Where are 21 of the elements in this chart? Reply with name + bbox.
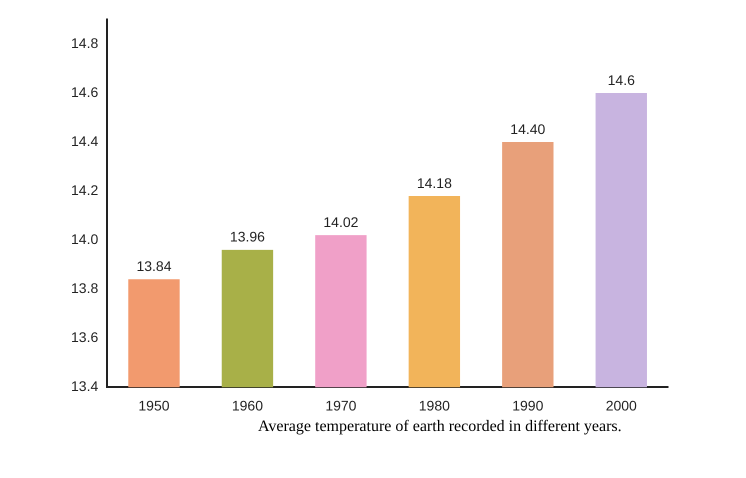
y-tick-label: 14.0 — [71, 230, 98, 247]
data-label: 14.02 — [323, 214, 359, 230]
x-tick-label: 1960 — [232, 397, 264, 414]
y-tick-label: 13.8 — [71, 280, 98, 296]
text: Average temperature of earth recorded in different years. — [258, 418, 622, 436]
x-tick-label: 1950 — [138, 397, 170, 414]
y-tick-label: 14.4 — [71, 132, 98, 149]
data-label: 14.6 — [608, 72, 636, 88]
y-tick-label: 14.8 — [71, 34, 98, 51]
x-tick-label: 1980 — [418, 397, 450, 414]
x-tick-label: 2000 — [606, 397, 638, 414]
y-tick-label: 13.4 — [71, 378, 98, 394]
y-tick-label: 13.6 — [71, 329, 98, 346]
y-tick-label: 14.2 — [71, 182, 98, 198]
data-label: 13.84 — [136, 258, 172, 274]
data-label: 13.96 — [230, 228, 266, 245]
y-tick-label: 14.6 — [71, 84, 98, 100]
data-label: 14.40 — [510, 120, 546, 137]
data-label: 14.18 — [416, 174, 452, 191]
x-tick-label: 1970 — [325, 397, 357, 414]
x-tick-label: 1990 — [512, 397, 544, 414]
